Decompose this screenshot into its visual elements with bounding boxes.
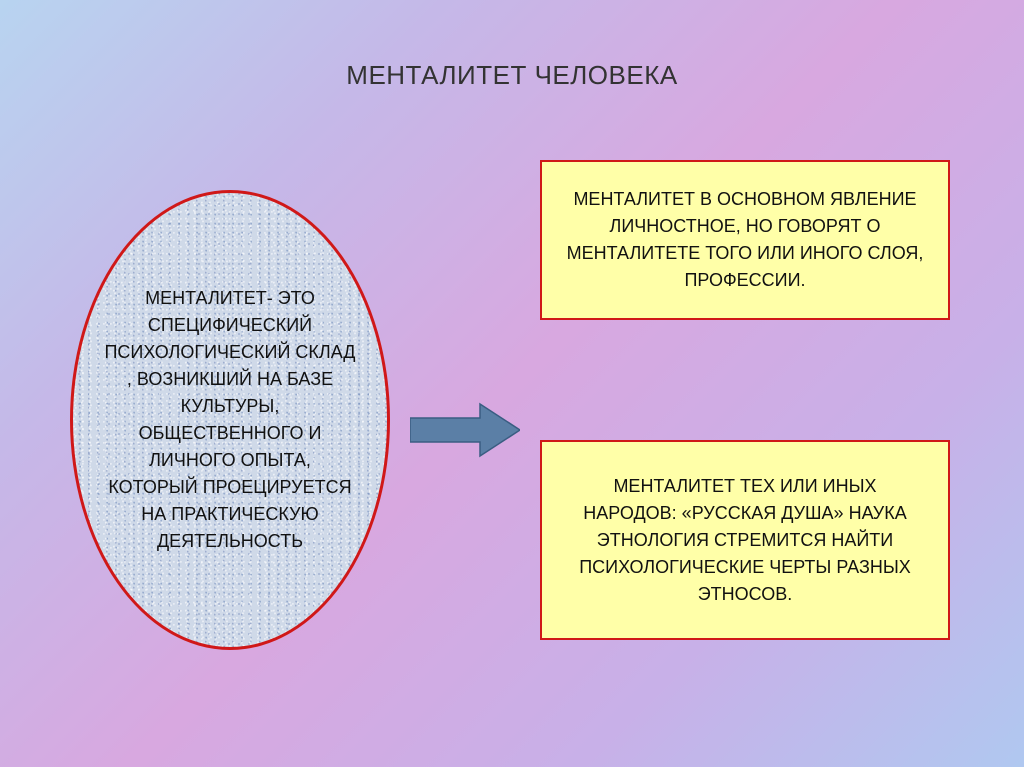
definition-ellipse: МЕНТАЛИТЕТ- ЭТО СПЕЦИФИЧЕСКИЙ ПСИХОЛОГИЧ… xyxy=(70,190,390,650)
info-box-2-text: МЕНТАЛИТЕТ ТЕХ ИЛИ ИНЫХ НАРОДОВ: «РУССКА… xyxy=(566,473,924,608)
arrow-shape xyxy=(410,404,520,456)
definition-text: МЕНТАЛИТЕТ- ЭТО СПЕЦИФИЧЕСКИЙ ПСИХОЛОГИЧ… xyxy=(103,285,357,555)
slide-title: МЕНТАЛИТЕТ ЧЕЛОВЕКА xyxy=(0,60,1024,91)
info-box-2: МЕНТАЛИТЕТ ТЕХ ИЛИ ИНЫХ НАРОДОВ: «РУССКА… xyxy=(540,440,950,640)
info-box-1-text: МЕНТАЛИТЕТ В ОСНОВНОМ ЯВЛЕНИЕ ЛИЧНОСТНОЕ… xyxy=(566,186,924,294)
arrow-icon xyxy=(410,400,520,460)
info-box-1: МЕНТАЛИТЕТ В ОСНОВНОМ ЯВЛЕНИЕ ЛИЧНОСТНОЕ… xyxy=(540,160,950,320)
